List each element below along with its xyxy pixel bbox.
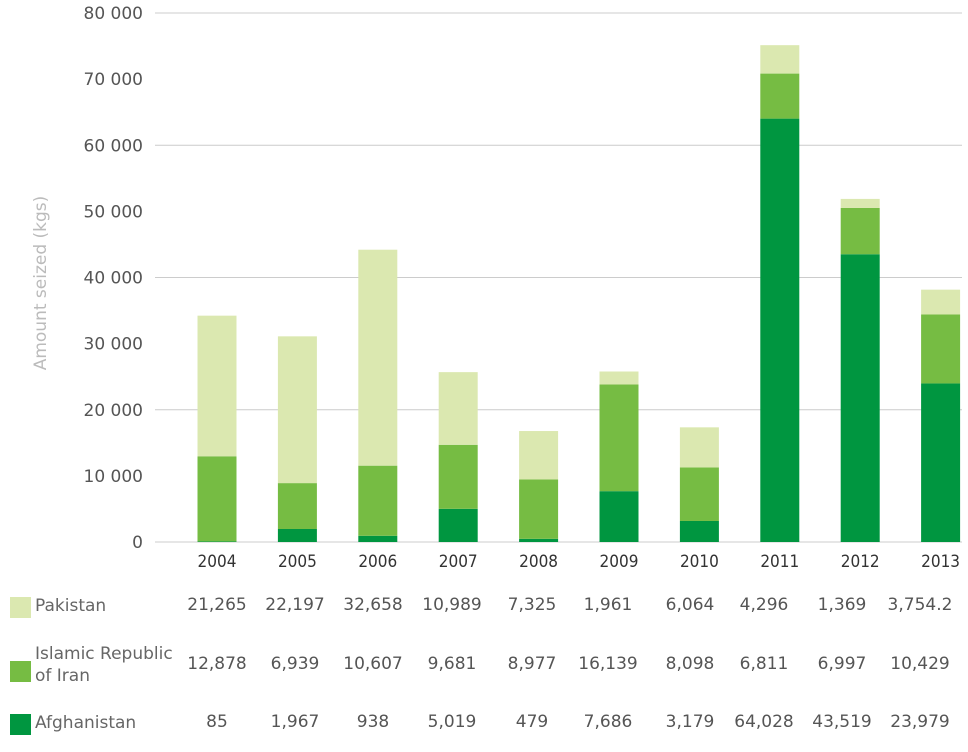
table-cell: 8,098	[665, 654, 715, 674]
table-cell: 10,989	[422, 595, 482, 615]
bar-segment-pakistan-2008	[519, 431, 559, 480]
table-row: Afghanistan 85 1,967 938 5,019 479 7,686 3,179 6…	[0, 712, 968, 752]
legend-swatch	[10, 661, 31, 682]
table-cell: 23,979	[890, 712, 950, 732]
bars	[197, 45, 961, 543]
bar-segment-islamic-republic-of-iran-2004	[197, 456, 237, 542]
bar-segment-afghanistan-2012	[840, 254, 880, 543]
x-tick-label: 2013	[921, 552, 960, 572]
bar-segment-afghanistan-2009	[599, 491, 639, 542]
series-name-line: Islamic Republic	[35, 644, 173, 664]
table-row: Pakistan 21,265 22,197 32,658 10,989 7,325 1,9…	[0, 595, 968, 635]
bar-segment-afghanistan-2010	[679, 520, 719, 542]
table-cell: 21,265	[187, 595, 247, 615]
table-cell: 3,179	[665, 712, 715, 732]
table-cell: 16,139	[578, 654, 638, 674]
table-cell: 6,997	[817, 654, 867, 674]
bar-segment-islamic-republic-of-iran-2013	[921, 314, 961, 384]
bar-segment-afghanistan-2004	[197, 541, 237, 542]
stacked-bar-chart: 0 10 000 20 000 30 000 40 000 50 000 60 000 70 …	[31, 4, 962, 572]
y-tick-label: 10 000	[84, 467, 143, 487]
table-cell: 1,961	[583, 595, 633, 615]
y-tick-label: 60 000	[84, 136, 143, 156]
y-tick-label: 20 000	[84, 401, 143, 421]
x-tick-label: 2011	[760, 552, 799, 572]
bar-segment-pakistan-2013	[921, 289, 961, 315]
bar-segment-afghanistan-2013	[921, 383, 961, 542]
bar-segment-pakistan-2007	[438, 372, 478, 445]
x-tick-label: 2009	[600, 552, 639, 572]
x-tick-label: 2007	[439, 552, 478, 572]
table-cell: 8,977	[507, 654, 557, 674]
table-cell: 43,519	[812, 712, 872, 732]
bar-segment-pakistan-2012	[840, 198, 880, 208]
table-cell: 938	[356, 712, 390, 732]
y-tick-label: 70 000	[84, 70, 143, 90]
bar-segment-afghanistan-2011	[760, 118, 800, 542]
table-cell: 6,064	[665, 595, 715, 615]
series-name: Pakistan	[35, 596, 107, 616]
x-axis-ticks: 2004 2005 2006 2007 2008 2009 2010 2011 2012 2013	[198, 552, 961, 572]
x-tick-label: 2005	[278, 552, 317, 572]
y-axis-label: Amount seized (kgs)	[31, 196, 51, 371]
legend-swatch	[10, 714, 31, 735]
table-cell: 6,939	[270, 654, 320, 674]
bar-segment-pakistan-2010	[679, 427, 719, 468]
table-cell: 9,681	[427, 654, 477, 674]
table-cell: 6,811	[739, 654, 789, 674]
x-tick-label: 2010	[680, 552, 719, 572]
table-cell: 1,967	[270, 712, 320, 732]
table-cell: 32,658	[343, 595, 403, 615]
legend-swatch	[10, 597, 31, 618]
table-cell: 7,325	[507, 595, 557, 615]
x-tick-label: 2004	[198, 552, 237, 572]
bar-segment-afghanistan-2008	[519, 538, 559, 542]
table-cell: 4,296	[739, 595, 789, 615]
series-name-line: of Iran	[35, 666, 90, 686]
x-tick-label: 2012	[841, 552, 880, 572]
bar-segment-islamic-republic-of-iran-2006	[358, 465, 398, 536]
x-tick-label: 2006	[358, 552, 397, 572]
table-cell: 479	[515, 712, 549, 732]
table-cell: 64,028	[734, 712, 794, 732]
series-name: Afghanistan	[35, 713, 137, 733]
bar-segment-pakistan-2009	[599, 371, 639, 385]
bar-segment-pakistan-2004	[197, 315, 237, 457]
y-axis-ticks: 0 10 000 20 000 30 000 40 000 50 000 60 000 70 …	[84, 4, 143, 553]
bar-segment-afghanistan-2007	[438, 508, 478, 542]
table-cell: 22,197	[265, 595, 325, 615]
bar-segment-islamic-republic-of-iran-2012	[840, 207, 880, 255]
y-tick-label: 30 000	[84, 335, 143, 355]
bar-segment-islamic-republic-of-iran-2011	[760, 73, 800, 119]
table-cell: 10,429	[890, 654, 950, 674]
y-tick-label: 80 000	[84, 4, 143, 24]
bar-segment-islamic-republic-of-iran-2005	[277, 483, 317, 529]
bar-segment-pakistan-2006	[358, 249, 398, 466]
bar-segment-afghanistan-2006	[358, 535, 398, 542]
bar-segment-pakistan-2011	[760, 45, 800, 74]
bar-segment-islamic-republic-of-iran-2008	[519, 479, 559, 539]
table-cell: 7,686	[583, 712, 633, 732]
bar-segment-islamic-republic-of-iran-2009	[599, 384, 639, 492]
bar-segment-islamic-republic-of-iran-2007	[438, 444, 478, 509]
table-cell: 85	[206, 712, 228, 732]
x-tick-label: 2008	[519, 552, 558, 572]
y-tick-label: 50 000	[84, 202, 143, 222]
bar-segment-pakistan-2005	[277, 336, 317, 484]
table-cell: 10,607	[343, 654, 403, 674]
bar-segment-afghanistan-2005	[277, 528, 317, 542]
table-row: Islamic Republic of Iran 12,878 6,939 10,607…	[0, 643, 968, 687]
table-cell: 12,878	[187, 654, 247, 674]
series-name: Islamic Republic of Iran	[35, 643, 173, 687]
table-cell: 3,754.2	[887, 595, 953, 615]
y-tick-label: 0	[132, 533, 143, 553]
bar-segment-islamic-republic-of-iran-2010	[679, 467, 719, 521]
y-tick-label: 40 000	[84, 269, 143, 289]
table-cell: 5,019	[427, 712, 477, 732]
table-cell: 1,369	[817, 595, 867, 615]
